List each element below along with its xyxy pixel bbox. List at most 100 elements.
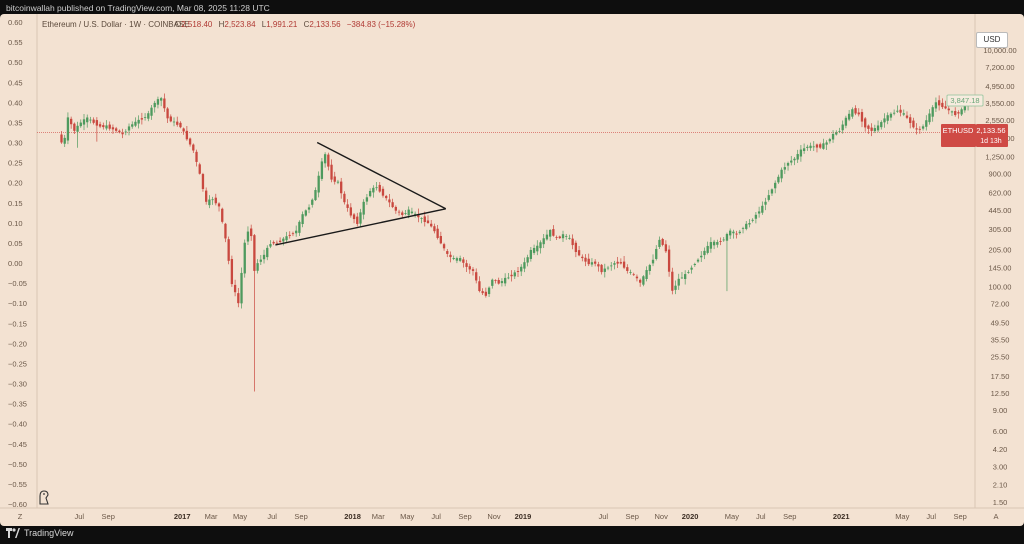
candle — [478, 281, 481, 292]
left-tick-label: −0.20 — [8, 339, 27, 348]
right-tick-label: 3,550.00 — [985, 99, 1014, 108]
candle — [944, 106, 947, 109]
x-tick-label: May — [400, 512, 414, 521]
left-tick-label: −0.30 — [8, 380, 27, 389]
candle — [147, 113, 150, 119]
corner-right[interactable]: A — [993, 512, 998, 521]
candle — [455, 258, 459, 261]
candle — [806, 146, 809, 148]
candle — [610, 265, 613, 267]
chart[interactable]: 0.60 0.55 0.50 0.45 0.40 0.35 0.30 0.25 0.20 0.15… — [0, 14, 1024, 526]
candle — [497, 279, 500, 284]
candle — [140, 118, 144, 120]
chart-frame[interactable]: 0.60 0.55 0.50 0.45 0.40 0.35 0.30 0.25 0.20 0.15… — [0, 14, 1024, 526]
candle — [757, 211, 761, 214]
left-tick-label: −0.60 — [8, 500, 27, 509]
candle — [185, 130, 189, 140]
candle — [722, 239, 725, 241]
candle — [664, 244, 668, 252]
candle — [693, 264, 696, 265]
candle — [709, 242, 713, 249]
candle — [211, 199, 214, 201]
corner-left[interactable]: Z — [18, 512, 23, 521]
candle — [224, 223, 227, 239]
x-tick-label: Mar — [205, 512, 218, 521]
ohlc-open: 2,518.40 — [181, 20, 213, 29]
candle — [684, 274, 687, 280]
right-tick-label: 2,550.00 — [985, 116, 1014, 125]
trendline-lower[interactable] — [275, 208, 446, 246]
candle — [603, 268, 606, 272]
candle — [69, 118, 73, 125]
candle — [388, 199, 391, 203]
candle — [786, 163, 790, 166]
candle — [696, 259, 700, 262]
candle — [687, 272, 690, 273]
right-tick-label: 445.00 — [989, 206, 1012, 215]
candle — [835, 132, 838, 135]
left-tick-label: 0.05 — [8, 239, 23, 248]
candle — [137, 119, 140, 124]
trendline-upper[interactable] — [316, 141, 447, 210]
candle — [584, 257, 587, 262]
candle — [169, 116, 172, 122]
left-tick-label: 0.60 — [8, 18, 23, 27]
candle — [291, 233, 295, 235]
candle — [712, 241, 716, 246]
candle — [912, 120, 915, 128]
candle — [295, 230, 298, 234]
candle — [150, 107, 153, 116]
candle — [600, 264, 603, 273]
candle — [368, 190, 372, 197]
candle — [114, 128, 118, 131]
candle — [439, 236, 443, 244]
x-tick-label: 2017 — [174, 512, 191, 521]
candle — [385, 195, 388, 199]
candle — [407, 209, 410, 216]
candle — [774, 182, 777, 189]
candle — [340, 181, 343, 194]
right-tick-label: 9.00 — [993, 406, 1008, 415]
currency-button[interactable]: USD — [976, 32, 1008, 48]
candle — [841, 124, 844, 131]
right-tick-label: 145.00 — [989, 263, 1012, 272]
right-tick-label: 25.50 — [991, 353, 1010, 362]
candle — [118, 130, 121, 133]
left-tick-label: −0.40 — [8, 420, 27, 429]
candle — [613, 263, 616, 265]
candle — [886, 115, 889, 121]
candle — [246, 231, 250, 242]
candle — [243, 242, 246, 274]
candle — [777, 176, 780, 183]
candle — [581, 256, 584, 259]
candle — [950, 111, 954, 113]
ohlc-high: 2,523.84 — [224, 20, 256, 29]
x-tick-label: Nov — [654, 512, 668, 521]
candle — [327, 154, 330, 167]
candle — [397, 211, 401, 213]
candle — [568, 237, 571, 239]
x-tick-label: 2021 — [833, 512, 850, 521]
candle — [227, 239, 230, 261]
candle — [921, 126, 925, 129]
right-tick-label: 4,950.00 — [985, 82, 1014, 91]
candle — [298, 221, 301, 233]
candle — [420, 218, 423, 219]
candle — [442, 244, 446, 249]
candle — [446, 251, 449, 254]
candle — [484, 291, 488, 296]
candle — [815, 144, 819, 148]
trendlines[interactable] — [275, 141, 447, 246]
candle — [124, 131, 127, 133]
candle — [259, 259, 262, 262]
candle — [275, 242, 279, 244]
candle — [822, 143, 825, 149]
candle — [311, 199, 314, 205]
candle — [889, 113, 893, 118]
candle — [163, 98, 166, 109]
candle — [571, 238, 574, 246]
candle — [780, 169, 783, 179]
candle — [92, 119, 95, 123]
x-tick-label: Sep — [458, 512, 471, 521]
left-tick-label: −0.45 — [8, 440, 27, 449]
